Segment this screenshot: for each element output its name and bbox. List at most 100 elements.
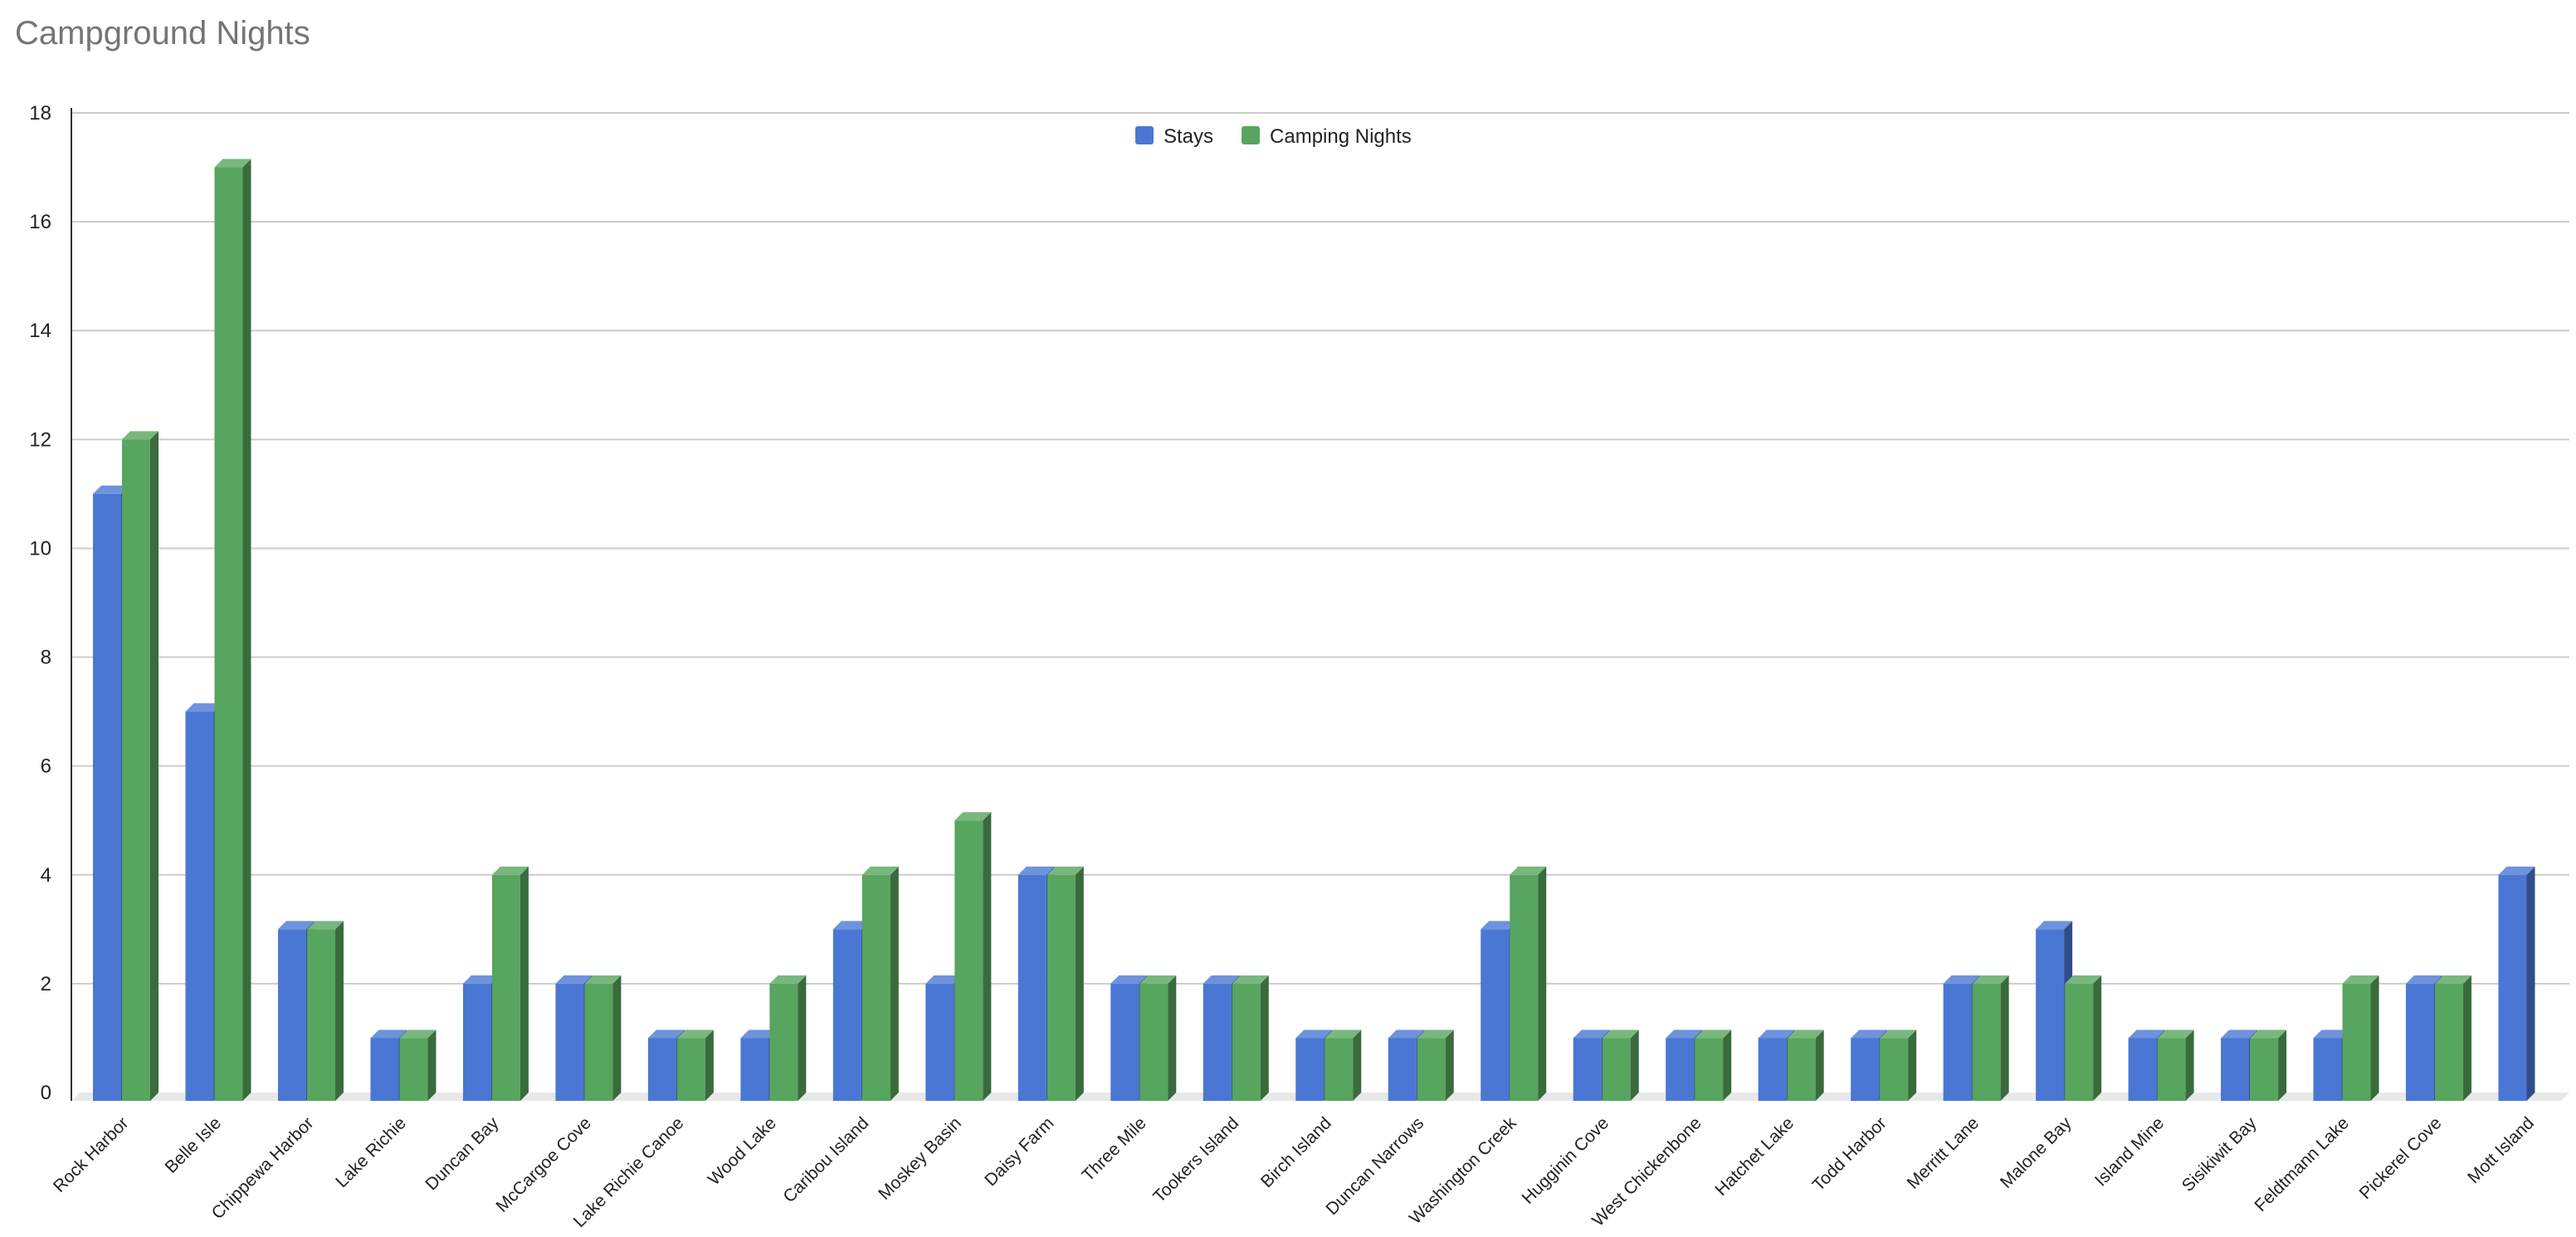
- x-tick-label: Three Mile: [1078, 1113, 1149, 1185]
- bar-side: [2093, 975, 2102, 1101]
- bar-side: [612, 975, 622, 1101]
- x-tick-label: Duncan Bay: [422, 1113, 503, 1195]
- bar-top: [1758, 1029, 1795, 1039]
- bar-camping-nights: [1325, 1029, 1362, 1101]
- x-tick-label: Duncan Narrows: [1322, 1113, 1427, 1219]
- bar-side: [2000, 975, 2009, 1101]
- y-tick-label: 2: [41, 973, 51, 995]
- bar-side: [427, 1029, 437, 1101]
- bar-side: [1538, 866, 1547, 1101]
- bar-front: [1573, 1038, 1602, 1101]
- bar-front: [1851, 1038, 1880, 1101]
- x-tick-label: Moskey Basin: [875, 1113, 965, 1204]
- x-tick-label: Hugginin Cove: [1519, 1113, 1613, 1208]
- bar-top: [1972, 975, 2009, 984]
- bar-side: [2370, 975, 2379, 1101]
- bar-front: [93, 493, 121, 1101]
- x-tick-label: Todd Harbor: [1809, 1113, 1891, 1195]
- y-tick-label: 6: [41, 755, 51, 778]
- bar-top: [1295, 1029, 1333, 1039]
- bar-front: [2036, 929, 2065, 1101]
- bar-stays: [2498, 866, 2535, 1101]
- bar-top: [370, 1029, 407, 1039]
- bar-top: [1388, 1029, 1425, 1039]
- bar-top: [1943, 975, 1980, 984]
- bar-top: [93, 485, 129, 494]
- bar-top: [2342, 975, 2379, 984]
- bar-camping-nights: [1695, 1029, 1732, 1101]
- x-tick-label: Belle Isle: [161, 1113, 225, 1177]
- bar-front: [1481, 929, 1510, 1101]
- bar-front: [1943, 983, 1972, 1101]
- x-tick-label: Daisy Farm: [981, 1113, 1057, 1190]
- bar-camping-nights: [676, 1029, 714, 1101]
- x-tick-label: Lake Richie: [332, 1113, 410, 1191]
- bar-camping-nights: [1602, 1029, 1639, 1101]
- bar-front: [1139, 983, 1168, 1101]
- bar-top: [1017, 866, 1055, 875]
- legend-label: Camping Nights: [1270, 125, 1412, 148]
- bar-front: [1880, 1038, 1909, 1101]
- bar-top: [1880, 1029, 1917, 1039]
- bar-stays: [832, 921, 870, 1101]
- bar-side: [2526, 866, 2535, 1101]
- bar-side: [1260, 975, 1269, 1101]
- bar-top: [1787, 1029, 1824, 1039]
- y-tick-label: 8: [41, 647, 51, 669]
- bar-top: [2065, 975, 2102, 984]
- bar-side: [705, 1029, 714, 1101]
- bar-camping-nights: [1139, 975, 1177, 1101]
- bar-top: [122, 431, 159, 440]
- bar-front: [2250, 1038, 2279, 1101]
- bar-top: [462, 975, 500, 984]
- bar-top: [2221, 1029, 2258, 1039]
- bar-front: [277, 929, 306, 1101]
- bar-top: [740, 1029, 778, 1039]
- bar-front: [1388, 1038, 1417, 1101]
- bar-front: [1510, 874, 1539, 1101]
- bar-front: [214, 167, 243, 1102]
- bar-top: [1139, 975, 1177, 984]
- bar-camping-nights: [861, 866, 899, 1101]
- bar-camping-nights: [2435, 975, 2472, 1101]
- y-tick-label: 16: [29, 211, 51, 233]
- bar-top: [1851, 1029, 1888, 1039]
- bar-camping-nights: [399, 1029, 437, 1101]
- x-tick-label: Hatchet Lake: [1711, 1113, 1798, 1200]
- bar-camping-nights: [1880, 1029, 1917, 1101]
- y-tick-label: 4: [41, 864, 51, 887]
- x-tick-label: Sisikiwit Bay: [2178, 1113, 2261, 1195]
- bar-camping-nights: [2342, 975, 2379, 1101]
- bar-front: [555, 983, 584, 1101]
- y-tick-label: 14: [29, 320, 51, 342]
- bar-front: [1046, 874, 1076, 1101]
- bar-top: [306, 921, 344, 930]
- legend-label: Stays: [1164, 125, 1213, 148]
- y-tick-label: 12: [29, 428, 51, 451]
- bar-front: [370, 1038, 399, 1101]
- bar-front: [399, 1038, 428, 1101]
- bar-front: [1017, 874, 1046, 1101]
- x-tick-label: Caribou Island: [779, 1113, 872, 1206]
- x-tick-label: Island Mine: [2091, 1113, 2168, 1190]
- bar-camping-nights: [214, 159, 251, 1102]
- bar-top: [647, 1029, 685, 1039]
- bar-top: [214, 159, 251, 168]
- bar-top: [2157, 1029, 2194, 1039]
- bar-top: [1203, 975, 1240, 984]
- x-tick-label: McCargoe Cove: [492, 1113, 595, 1216]
- bar-top: [185, 703, 222, 712]
- bar-top: [1325, 1029, 1362, 1039]
- bar-side: [890, 866, 899, 1101]
- x-tick-label: Mott Island: [2464, 1113, 2538, 1187]
- bar-camping-nights: [491, 866, 529, 1101]
- bar-front: [925, 983, 954, 1101]
- bar-camping-nights: [1510, 866, 1547, 1101]
- x-tick-label: Wood Lake: [705, 1113, 780, 1189]
- bar-top: [1573, 1029, 1610, 1039]
- bar-top: [1232, 975, 1269, 984]
- bar-top: [491, 866, 529, 875]
- bar-front: [2406, 983, 2435, 1101]
- bar-camping-nights: [2157, 1029, 2194, 1101]
- bar-top: [1510, 866, 1547, 875]
